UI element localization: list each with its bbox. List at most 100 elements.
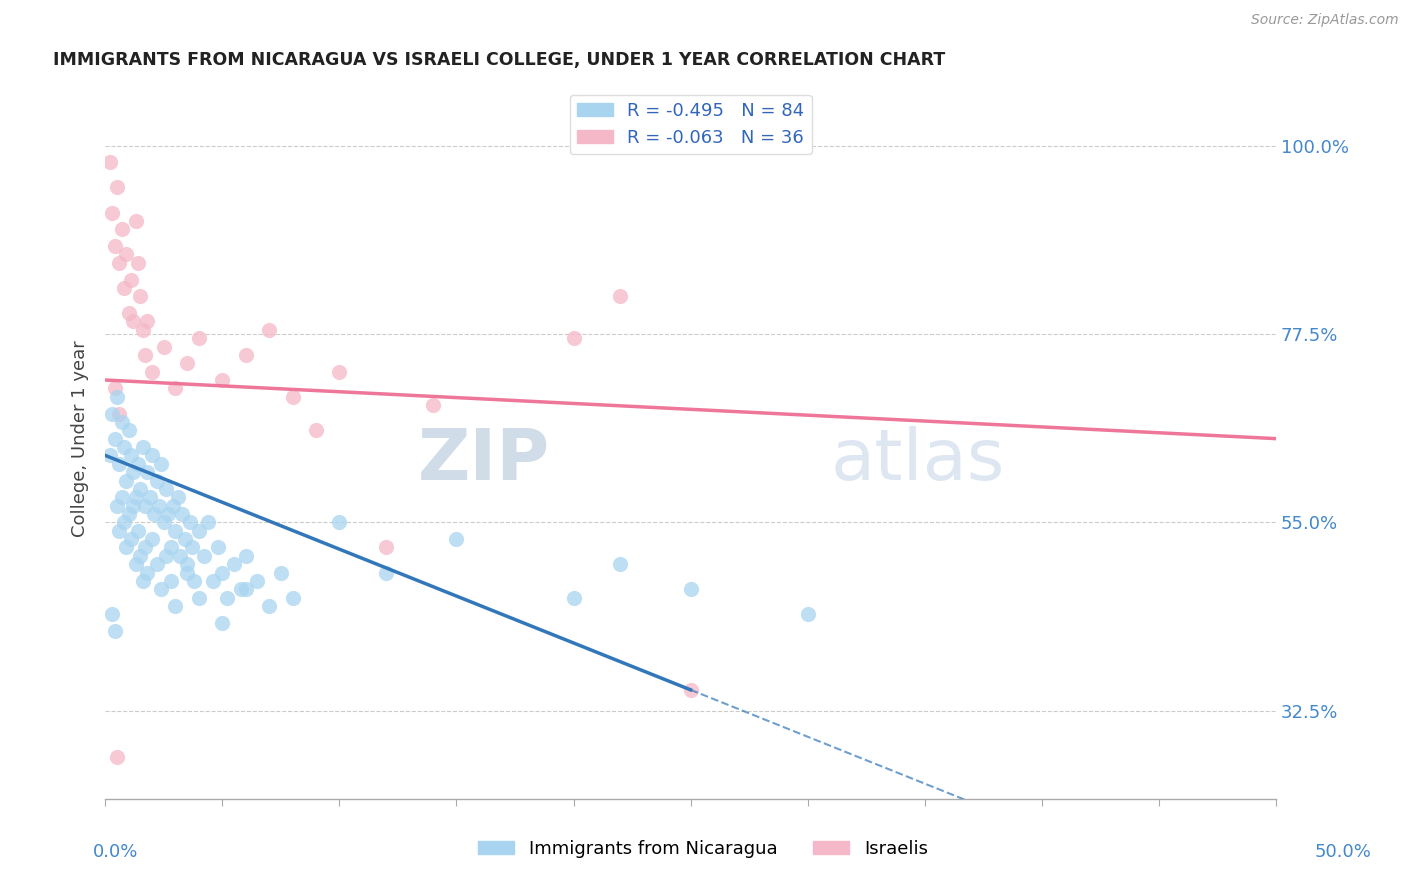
Point [124,214,146,228]
Point [127,524,149,538]
Point [157,507,180,521]
Point [129,482,152,496]
Point [101,407,124,421]
Point [120,272,142,286]
Y-axis label: College, Under 1 year: College, Under 1 year [72,340,89,537]
Point [145,558,167,572]
Point [127,457,149,471]
Point [122,499,145,513]
Point [143,507,166,521]
Point [134,499,156,513]
Point [103,624,125,639]
Text: 0.0%: 0.0% [93,843,138,861]
Point [328,516,350,530]
Point [193,549,215,563]
Point [105,499,128,513]
Point [108,524,131,538]
Point [120,532,142,546]
Point [103,432,125,446]
Point [134,541,156,555]
Point [165,381,187,395]
Point [165,524,187,538]
Point [117,306,139,320]
Point [609,558,631,572]
Legend: Immigrants from Nicaragua, Israelis: Immigrants from Nicaragua, Israelis [471,833,935,865]
Point [159,574,181,588]
Point [98,155,121,169]
Point [141,365,163,379]
Point [131,574,153,588]
Point [131,440,153,454]
Point [180,541,202,555]
Point [108,457,131,471]
Point [169,549,191,563]
Point [211,566,233,580]
Point [136,566,159,580]
Point [257,323,280,337]
Point [235,582,257,597]
Point [105,749,128,764]
Point [207,541,229,555]
Point [257,599,280,613]
Point [112,281,135,295]
Point [110,415,132,429]
Point [679,682,702,697]
Point [246,574,269,588]
Point [103,381,125,395]
Text: Source: ZipAtlas.com: Source: ZipAtlas.com [1251,13,1399,28]
Text: atlas: atlas [831,425,1005,495]
Point [159,541,181,555]
Point [215,591,238,605]
Point [124,558,146,572]
Point [141,449,163,463]
Point [201,574,224,588]
Point [375,566,398,580]
Point [187,591,209,605]
Point [235,549,257,563]
Point [122,465,145,479]
Point [183,574,205,588]
Point [136,314,159,328]
Point [422,398,444,412]
Text: IMMIGRANTS FROM NICARAGUA VS ISRAELI COLLEGE, UNDER 1 YEAR CORRELATION CHART: IMMIGRANTS FROM NICARAGUA VS ISRAELI COL… [52,51,945,69]
Point [609,289,631,303]
Point [122,314,145,328]
Point [375,541,398,555]
Point [112,440,135,454]
Point [197,516,219,530]
Point [305,423,328,437]
Point [129,289,152,303]
Point [173,532,195,546]
Point [211,615,233,630]
Point [235,348,257,362]
Point [679,582,702,597]
Point [136,465,159,479]
Point [117,507,139,521]
Point [281,591,304,605]
Point [155,549,177,563]
Point [127,256,149,270]
Point [172,507,194,521]
Point [138,490,160,504]
Point [101,607,124,622]
Point [796,607,818,622]
Point [281,390,304,404]
Point [124,490,146,504]
Point [211,373,233,387]
Point [152,516,174,530]
Point [115,474,138,488]
Point [131,323,153,337]
Point [176,356,198,370]
Point [222,558,245,572]
Point [150,582,173,597]
Point [446,532,468,546]
Point [176,566,198,580]
Point [141,532,163,546]
Point [328,365,350,379]
Point [105,180,128,194]
Point [187,331,209,345]
Point [187,524,209,538]
Point [176,558,198,572]
Point [229,582,252,597]
Point [120,449,142,463]
